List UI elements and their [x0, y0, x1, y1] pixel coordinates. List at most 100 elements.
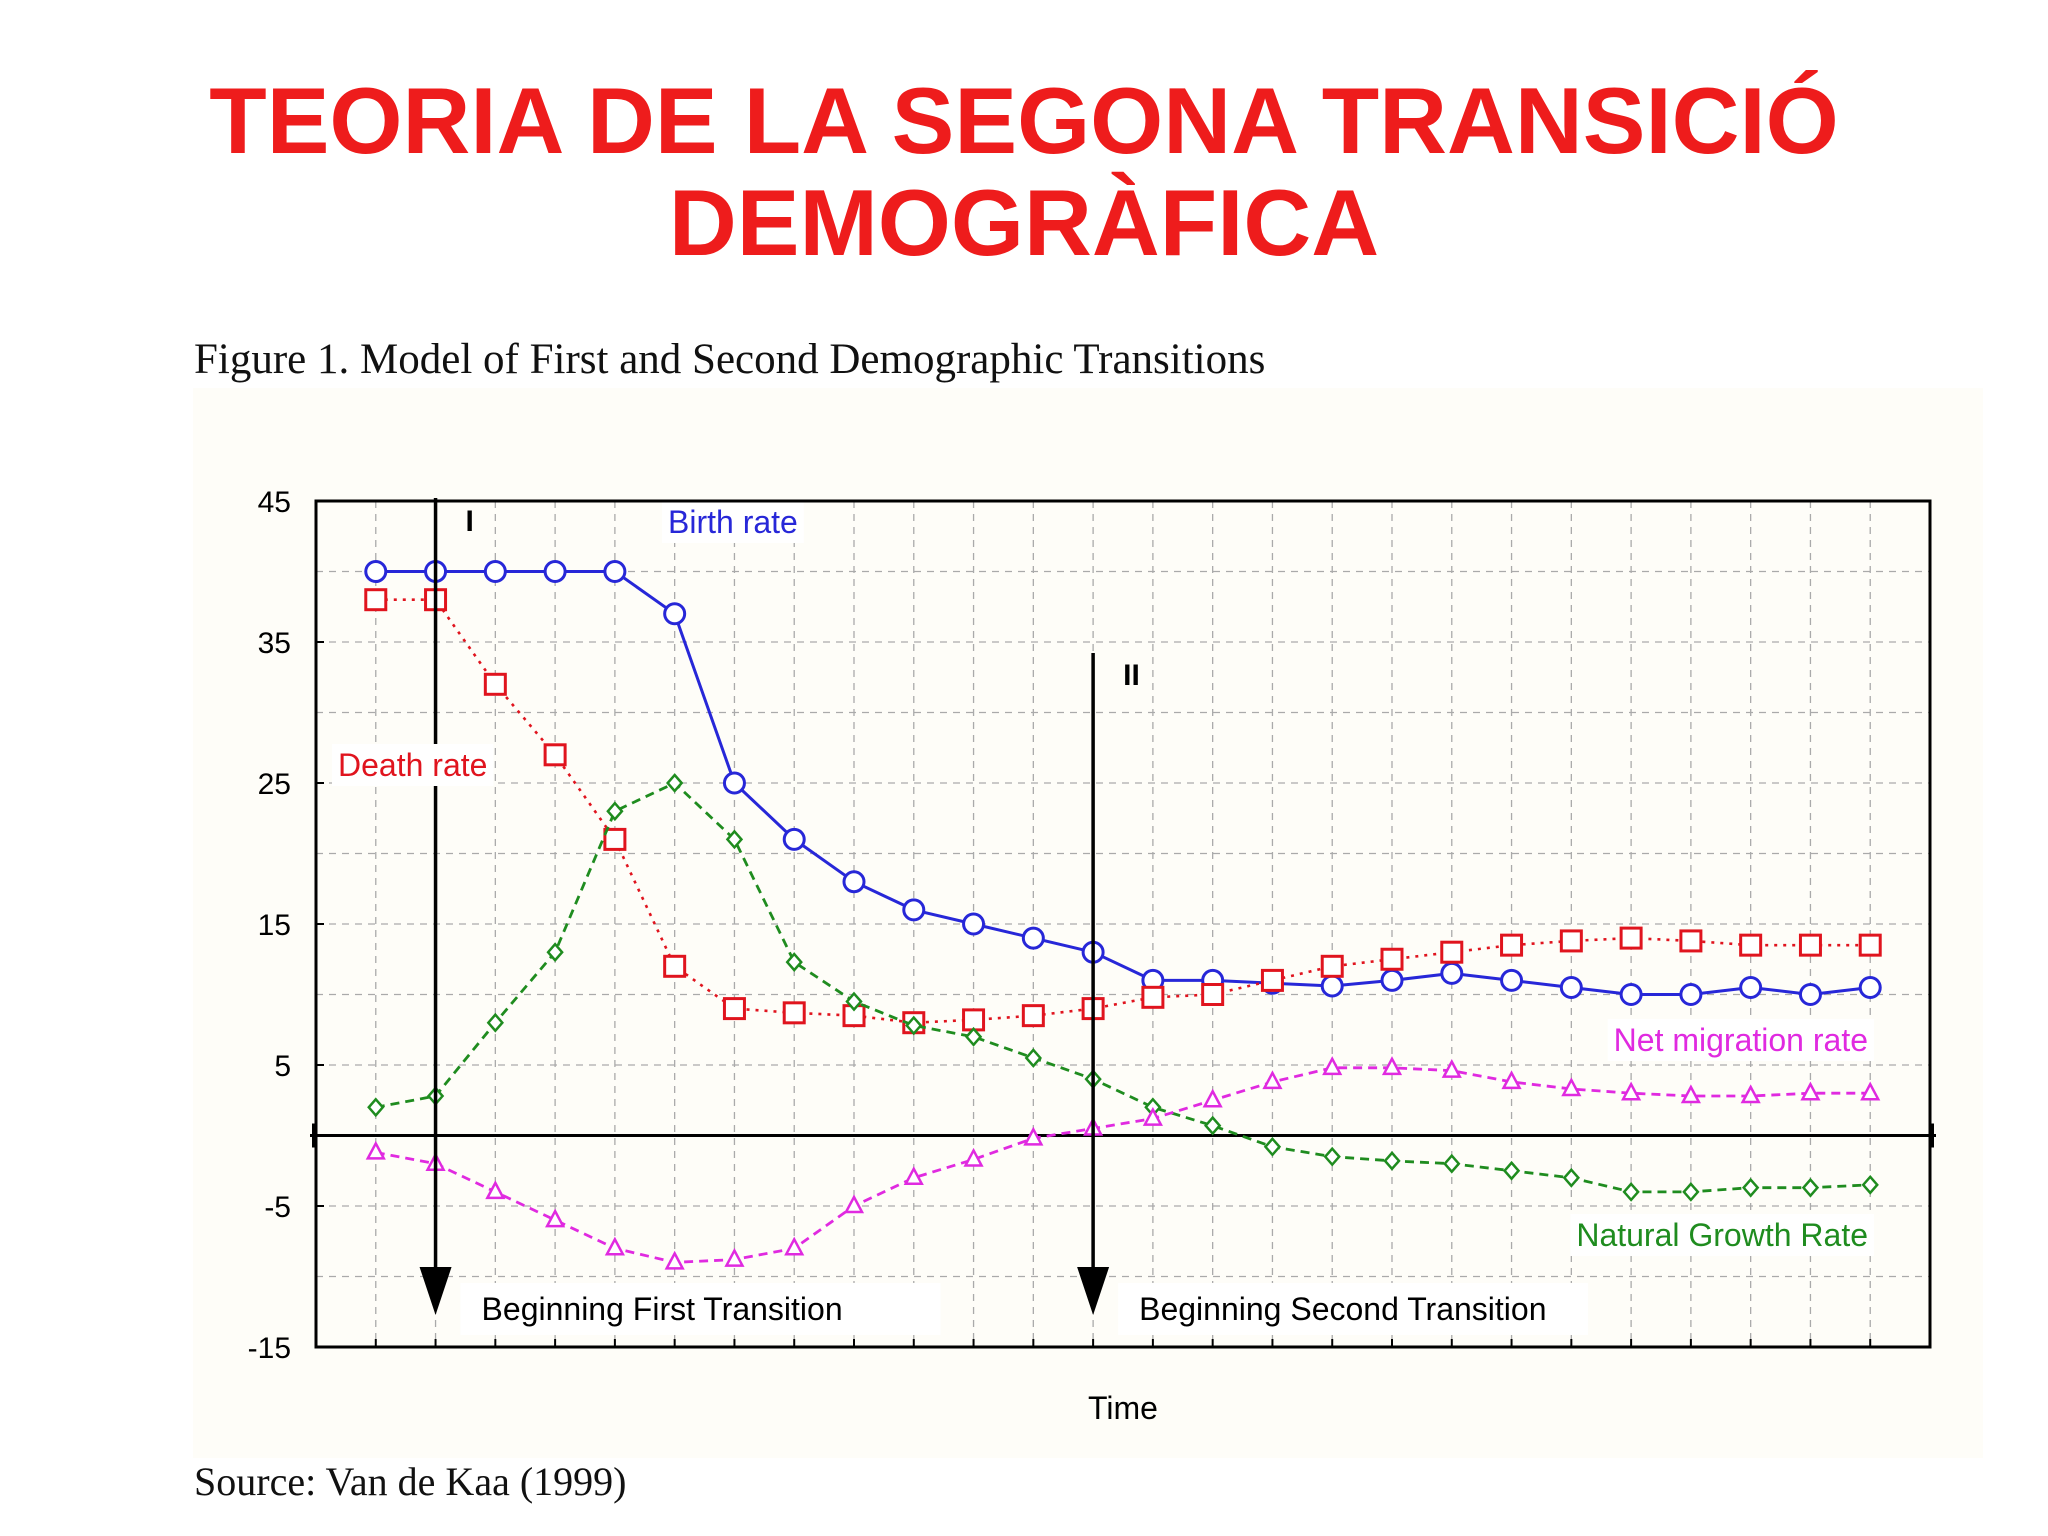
grid-lines [316, 501, 1930, 1347]
natural-point-7 [725, 829, 744, 850]
natural-point-26 [1861, 1174, 1879, 1195]
death-point-23 [1679, 929, 1703, 953]
migration-point-10 [903, 1166, 924, 1186]
demographic-transition-chart: I Beginning First Transition II Beginning S… [248, 486, 1936, 1426]
y-tick-label: 15 [258, 909, 291, 942]
migration-point-6 [664, 1250, 685, 1270]
death-point-21 [1559, 929, 1583, 953]
transition-arrow-head-1 [419, 1267, 452, 1315]
x-axis-label: Time [1088, 1390, 1158, 1426]
y-tick-label: 5 [274, 1050, 291, 1083]
death-point-8 [782, 1001, 806, 1025]
transition-annotation-bg-2 [1118, 1283, 1589, 1335]
transition-annotation-bg-1 [460, 1283, 941, 1335]
death-point-17 [1320, 954, 1344, 978]
y-tick-label: -15 [248, 1332, 291, 1365]
birth-point-7 [722, 771, 746, 795]
natural-point-10 [905, 1015, 923, 1036]
death-point-25 [1798, 933, 1822, 957]
death-point-11 [962, 1008, 986, 1032]
death-point-7 [722, 997, 746, 1021]
birth-point-12 [1021, 926, 1045, 950]
natural-point-19 [1443, 1153, 1461, 1174]
y-tick-label: -5 [264, 1191, 291, 1224]
y-tick-label: 25 [258, 768, 291, 801]
migration-point-15 [1202, 1088, 1223, 1108]
death-label-bg [332, 744, 494, 786]
transition-marker-1: I Beginning First Transition [419, 498, 941, 1335]
birth-point-21 [1559, 975, 1583, 999]
death-line [375, 598, 1871, 1025]
death-point-6 [663, 954, 687, 978]
migration-point-25 [1800, 1081, 1821, 1101]
natural-point-5 [606, 801, 624, 822]
migration-point-7 [724, 1247, 745, 1267]
natural-label: Natural Growth Rate [1576, 1217, 1868, 1253]
natural-point-4 [546, 942, 564, 963]
birth-point-17 [1320, 974, 1344, 998]
birth-point-9 [842, 870, 866, 894]
migration-point-5 [604, 1236, 625, 1256]
birth-point-10 [902, 898, 926, 922]
natural-point-18 [1383, 1150, 1401, 1171]
birth-point-5 [603, 560, 627, 583]
migration-point-26 [1860, 1081, 1881, 1101]
transition-annotation-1: Beginning First Transition [482, 1291, 843, 1327]
migration-point-19 [1441, 1058, 1462, 1078]
birth-point-18 [1380, 968, 1404, 992]
birth-point-20 [1500, 968, 1524, 992]
figure-source: Source: Van de Kaa (1999) [194, 1459, 627, 1504]
death-point-24 [1739, 933, 1763, 957]
migration-point-18 [1381, 1056, 1403, 1076]
migration-point-14 [1142, 1106, 1163, 1126]
migration-line [375, 1066, 1871, 1264]
death-point-18 [1380, 947, 1404, 971]
series-labels: Birth rate Death rate Natural Growth Rate N… [332, 501, 1874, 1256]
migration-label-bg [1607, 1019, 1874, 1061]
chart-panel: I Beginning First Transition II Beginning S… [193, 388, 1983, 1458]
slide-title-line-2: DEMOGRÀFICA [668, 170, 1380, 275]
migration-point-21 [1561, 1077, 1582, 1097]
birth-point-26 [1858, 975, 1882, 999]
migration-point-23 [1680, 1084, 1701, 1104]
death-point-14 [1141, 985, 1165, 1009]
death-label: Death rate [338, 747, 487, 783]
axes: 45 35 25 15 5 -5 -15 Time [248, 486, 1932, 1426]
death-point-3 [483, 672, 507, 696]
natural-point-16 [1263, 1136, 1282, 1157]
death-point-5 [603, 827, 627, 851]
death-point-16 [1260, 968, 1284, 992]
birth-point-1 [364, 560, 388, 583]
natural-point-9 [845, 991, 863, 1012]
slide-title: TEORIA DE LA SEGONA TRANSICIÓ DEMOGRÀFIC… [0, 70, 2048, 274]
migration-point-1 [365, 1140, 386, 1160]
series-death [364, 588, 1882, 1035]
death-point-15 [1201, 983, 1225, 1006]
natural-point-6 [666, 773, 684, 793]
migration-point-17 [1322, 1056, 1343, 1076]
slide-title-line-1: TEORIA DE LA SEGONA TRANSICIÓ [209, 68, 1839, 173]
birth-point-6 [663, 602, 687, 626]
y-tick-label: 35 [258, 627, 291, 660]
natural-point-25 [1801, 1177, 1820, 1198]
natural-point-1 [367, 1097, 385, 1118]
transition-markers: I Beginning First Transition II Beginning S… [419, 498, 1589, 1335]
natural-label-bg [1570, 1214, 1874, 1256]
natural-point-12 [1024, 1048, 1042, 1068]
birth-point-23 [1679, 983, 1703, 1006]
death-point-20 [1500, 933, 1524, 957]
birth-label: Birth rate [668, 504, 798, 540]
transition-marker-2: II Beginning Second Transition [1077, 653, 1589, 1335]
death-point-19 [1440, 940, 1464, 964]
natural-point-17 [1323, 1146, 1341, 1167]
natural-point-20 [1502, 1160, 1521, 1181]
natural-point-21 [1562, 1167, 1580, 1188]
transition-roman-label-2: II [1123, 659, 1140, 692]
natural-point-23 [1682, 1182, 1700, 1202]
birth-point-4 [543, 560, 567, 583]
death-point-12 [1021, 1004, 1045, 1028]
death-point-26 [1858, 933, 1882, 957]
birth-point-8 [782, 827, 806, 851]
migration-point-4 [545, 1208, 566, 1228]
birth-point-3 [483, 560, 507, 583]
